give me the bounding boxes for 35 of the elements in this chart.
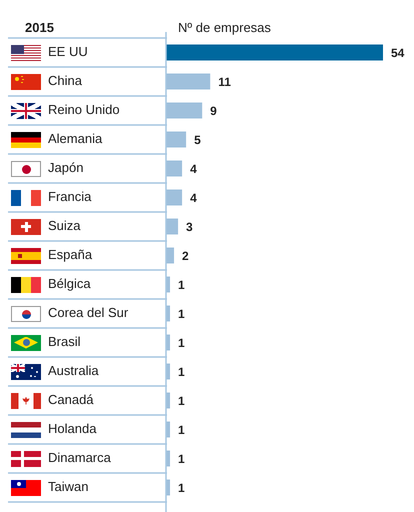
y-tick-label: España	[48, 247, 93, 262]
y-tick-label: China	[48, 73, 83, 88]
data-label: 1	[178, 336, 186, 350]
data-label: 1	[178, 422, 186, 437]
y-tick-label: Bélgica	[48, 276, 92, 292]
y-tick-label: Dinamarca	[48, 450, 112, 466]
bar	[166, 44, 383, 60]
text: 2015	[25, 20, 54, 35]
data-label: 1	[178, 278, 186, 292]
y-tick-label: Brasil	[48, 334, 81, 350]
data-label: 4	[190, 162, 198, 176]
data-label: 2	[182, 248, 190, 263]
data-label: 5	[194, 132, 202, 147]
data-label: 54	[391, 46, 405, 60]
data-label: 1	[178, 452, 186, 466]
y-tick-label: Australia	[48, 363, 100, 378]
data-label: 1	[178, 480, 186, 495]
data-label: 11	[218, 74, 232, 89]
y-tick-label: Japón	[48, 160, 84, 176]
data-label: 4	[190, 190, 198, 205]
y-tick-label: Corea del Sur	[48, 305, 129, 320]
x-axis-title: Nº de empresas	[178, 20, 272, 35]
y-tick-label: Francia	[48, 189, 92, 204]
y-tick-label: Taiwan	[48, 479, 88, 494]
y-tick-label: Holanda	[48, 421, 98, 436]
y-tick-label: Alemania	[48, 131, 103, 146]
y-tick-label: EE UU	[48, 44, 88, 60]
data-label: 1	[178, 364, 186, 379]
y-tick-label: Canadá	[48, 392, 94, 408]
y-tick-label: Reino Unido	[48, 102, 120, 118]
data-label: 1	[178, 306, 186, 321]
data-label: 3	[186, 220, 194, 234]
y-tick-label: Suiza	[48, 218, 82, 234]
data-label: 1	[178, 394, 186, 408]
data-label: 9	[210, 104, 218, 118]
